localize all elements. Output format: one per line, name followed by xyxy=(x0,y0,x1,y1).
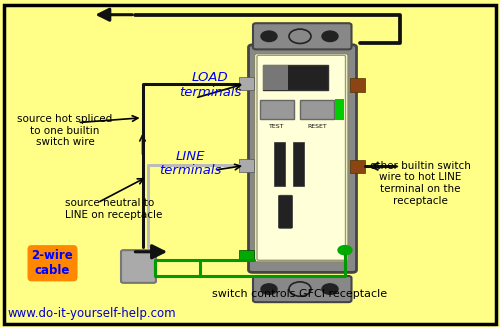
Text: LOAD
terminals: LOAD terminals xyxy=(179,71,241,99)
Text: LINE
terminals: LINE terminals xyxy=(159,149,221,178)
Bar xyxy=(274,142,285,186)
Text: source neutral to
LINE on receptacle: source neutral to LINE on receptacle xyxy=(65,198,162,220)
Circle shape xyxy=(289,282,311,296)
Bar xyxy=(350,78,365,92)
Text: source hot spliced
to one builtin
switch wire: source hot spliced to one builtin switch… xyxy=(18,114,112,147)
Bar xyxy=(263,65,288,90)
Bar xyxy=(300,100,334,119)
Circle shape xyxy=(261,284,277,294)
Bar xyxy=(292,142,304,186)
FancyBboxPatch shape xyxy=(253,23,352,49)
Circle shape xyxy=(261,31,277,42)
Text: other builtin switch
wire to hot LINE
terminal on the
receptacle: other builtin switch wire to hot LINE te… xyxy=(370,161,470,206)
FancyBboxPatch shape xyxy=(253,276,352,302)
Text: 2-wire
cable: 2-wire cable xyxy=(32,249,74,277)
Bar xyxy=(239,159,254,172)
Circle shape xyxy=(322,284,338,294)
FancyBboxPatch shape xyxy=(254,54,348,262)
Text: switch controls GFCI receptacle: switch controls GFCI receptacle xyxy=(212,289,388,299)
FancyBboxPatch shape xyxy=(278,195,292,228)
Circle shape xyxy=(289,29,311,43)
FancyBboxPatch shape xyxy=(248,45,356,272)
Circle shape xyxy=(322,31,338,42)
Text: RESET: RESET xyxy=(307,124,327,129)
Bar xyxy=(335,99,344,120)
Text: www.do-it-yourself-help.com: www.do-it-yourself-help.com xyxy=(8,307,176,320)
Bar xyxy=(260,100,294,119)
Bar xyxy=(263,65,328,90)
FancyBboxPatch shape xyxy=(121,250,156,283)
Circle shape xyxy=(338,246,352,255)
Bar xyxy=(239,77,254,90)
Text: TEST: TEST xyxy=(269,124,285,129)
Bar xyxy=(350,160,365,173)
Bar xyxy=(239,250,254,260)
